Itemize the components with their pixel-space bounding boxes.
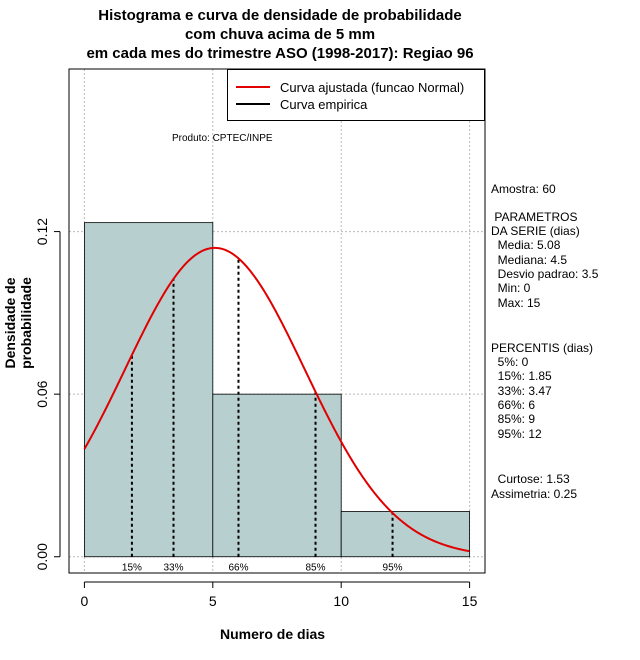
histogram-bar-0 xyxy=(84,222,214,558)
stat-curtose: Curtose: 1.53 xyxy=(491,472,570,486)
stat-media: Media: 5.08 xyxy=(491,238,561,252)
y-axis-label: Densidade de probabilidade xyxy=(2,277,34,369)
histogram-bar-2 xyxy=(340,511,470,558)
percentile-label-66%: 66% xyxy=(228,563,248,574)
stat-assimetria: Assimetria: 0.25 xyxy=(491,487,578,501)
product-note: Produto: CPTEC/INPE xyxy=(172,133,273,144)
normal-curve-line xyxy=(83,246,470,553)
legend: Curva ajustada (funcao Normal) Curva emp… xyxy=(227,69,485,121)
stat-p85: 85%: 9 xyxy=(491,412,536,426)
x-tick-label-1: 5 xyxy=(209,593,217,609)
stat-p95: 95%: 12 xyxy=(491,427,542,441)
x-tick-label-0: 0 xyxy=(81,593,89,609)
y-tick-label-1: 0.06 xyxy=(34,380,50,407)
stat-p66: 66%: 6 xyxy=(491,398,536,412)
legend-swatch-red xyxy=(236,86,270,88)
stat-p5: 5%: 0 xyxy=(491,355,529,369)
stat-max: Max: 15 xyxy=(491,296,541,310)
percentile-label-15%: 15% xyxy=(122,563,142,574)
x-tick-label-3: 15 xyxy=(462,593,478,609)
x-axis-label: Numero de dias xyxy=(220,626,326,642)
percentile-label-95%: 95% xyxy=(383,563,403,574)
chart-title-line-2: com chuva acima de 5 mm xyxy=(184,26,376,43)
stat-sample: Amostra: 60 xyxy=(491,182,556,196)
chart-title-line-1: Histograma e curva de densidade de proba… xyxy=(98,7,462,24)
stat-p33: 33%: 3.47 xyxy=(491,384,552,398)
legend-item-empirical-curve: Curva empirica xyxy=(236,96,367,112)
stat-min: Min: 0 xyxy=(491,281,531,295)
histogram-bar-1 xyxy=(212,393,342,558)
chart-title-line-3: em cada mes do trimestre ASO (1998-2017)… xyxy=(86,45,474,62)
legend-label-normal-curve: Curva ajustada (funcao Normal) xyxy=(280,79,465,95)
stat-desvio: Desvio padrao: 3.5 xyxy=(491,267,599,281)
percentile-label-85%: 85% xyxy=(306,563,326,574)
y-tick-label-0: 0.00 xyxy=(34,543,50,570)
stat-params-header-1: PARAMETROS xyxy=(491,210,578,224)
x-tick-label-2: 10 xyxy=(333,593,349,609)
y-tick-label-2: 0.12 xyxy=(34,218,50,245)
legend-label-empirical-curve: Curva empirica xyxy=(280,96,368,112)
stat-mediana: Mediana: 4.5 xyxy=(491,253,568,267)
stat-p15: 15%: 1.85 xyxy=(491,369,552,383)
legend-swatch-black xyxy=(236,103,270,105)
stat-percentis-header: PERCENTIS (dias) xyxy=(491,341,594,355)
legend-item-normal-curve: Curva ajustada (funcao Normal) xyxy=(236,79,464,95)
stat-params-header-2: DA SERIE (dias) xyxy=(491,224,580,238)
percentile-label-33%: 33% xyxy=(164,563,184,574)
